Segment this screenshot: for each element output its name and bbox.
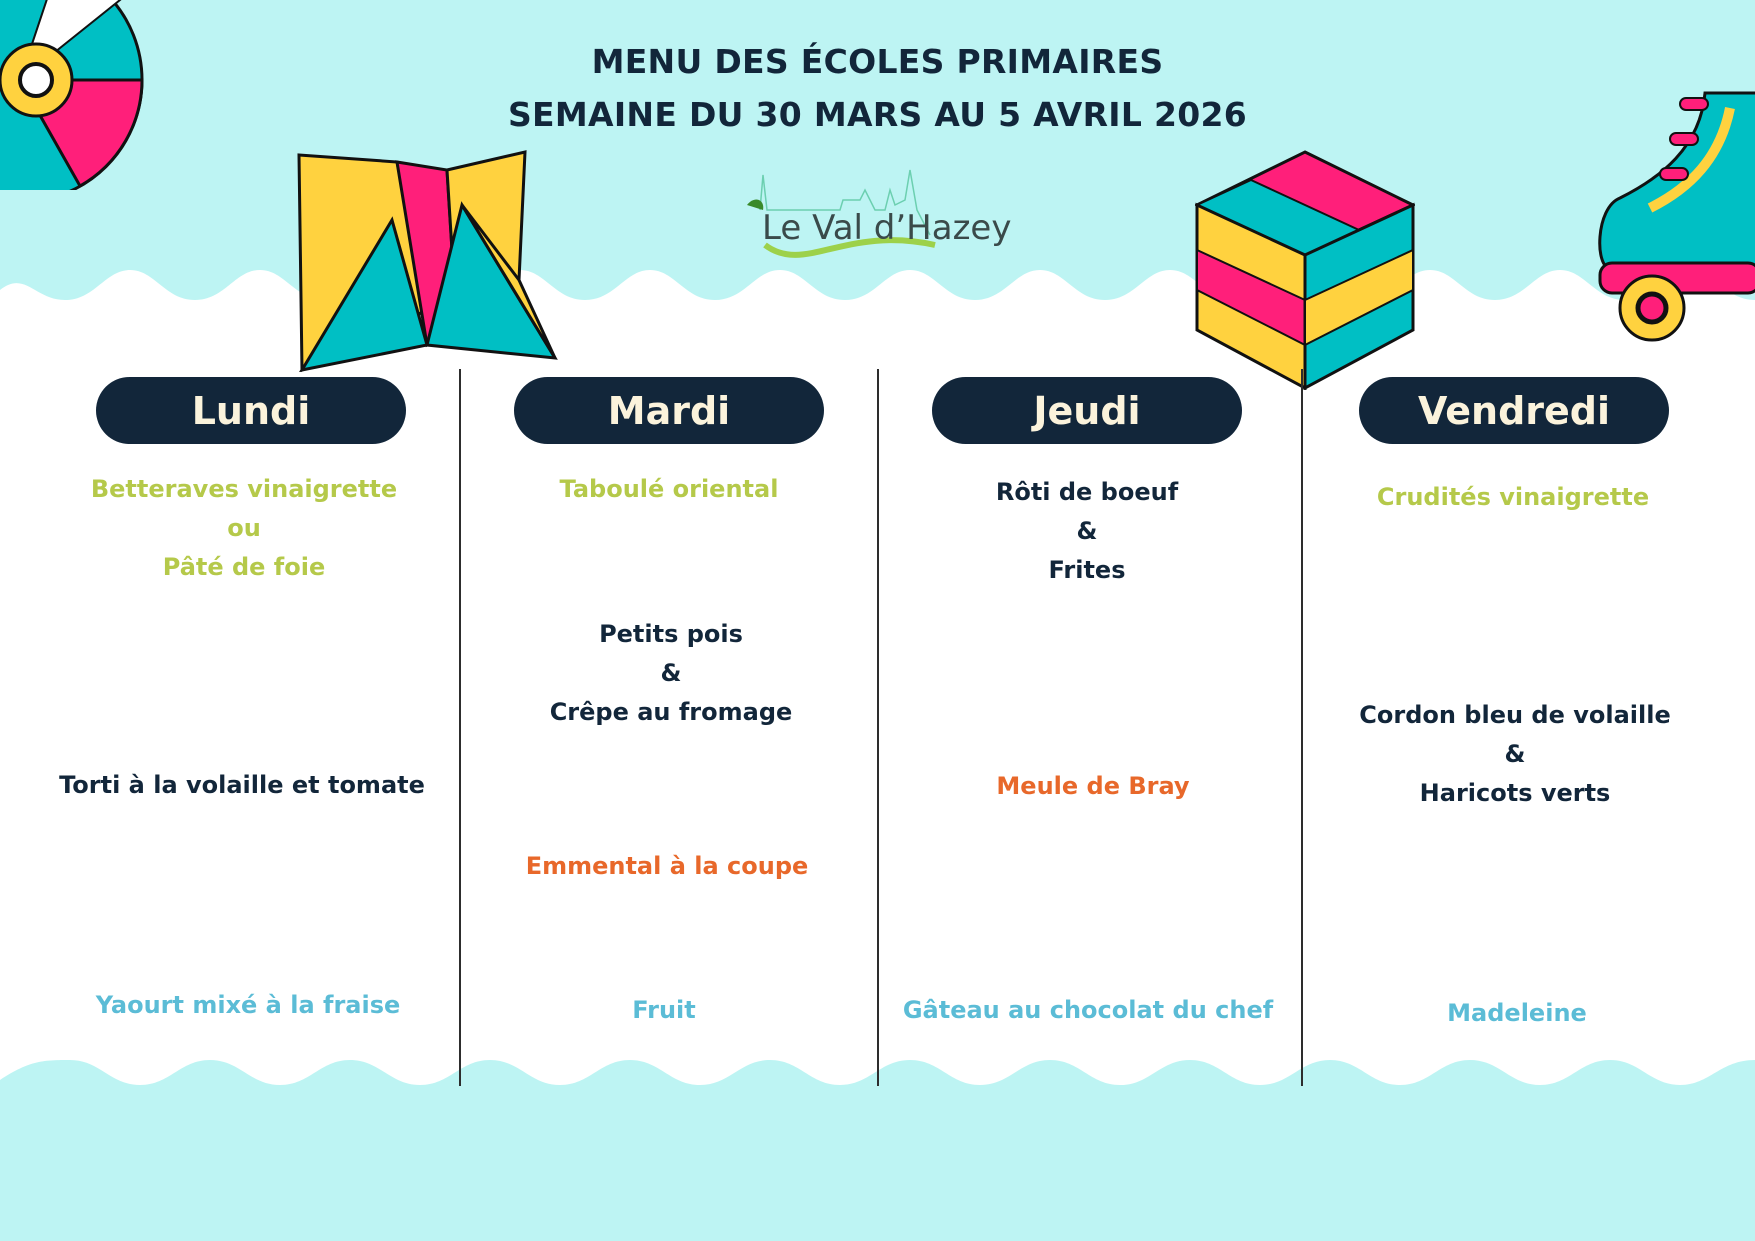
dessert-vendredi: Madeleine	[1447, 999, 1587, 1027]
menu-line: &	[1504, 740, 1526, 768]
column-divider	[877, 369, 879, 1086]
day-header-vendredi: Vendredi	[1359, 377, 1669, 444]
starter-mardi: Taboulé oriental	[559, 475, 779, 503]
main-lundi: Torti à la volaille et tomate	[59, 771, 425, 799]
main-mardi: Petits pois & Crêpe au fromage	[471, 615, 871, 732]
menu-line: Cordon bleu de volaille	[1359, 701, 1671, 729]
menu-line: &	[1076, 517, 1098, 545]
rubiks-cube-icon	[1195, 150, 1415, 390]
main-vendredi: Cordon bleu de volaille & Haricots verts	[1315, 696, 1715, 813]
starter-vendredi: Crudités vinaigrette	[1376, 483, 1650, 511]
menu-title: MENU DES ÉCOLES PRIMAIRES	[591, 42, 1164, 81]
week-subtitle: SEMAINE DU 30 MARS AU 5 AVRIL 2026	[507, 95, 1248, 134]
main-jeudi: Rôti de boeuf & Frites	[887, 473, 1287, 590]
roller-skate-icon	[1598, 91, 1755, 342]
menu-line: Haricots verts	[1419, 779, 1611, 807]
menu-line: Rôti de boeuf	[995, 478, 1179, 506]
menu-line: Crêpe au fromage	[549, 698, 793, 726]
day-header-mardi: Mardi	[514, 377, 824, 444]
day-header-jeudi: Jeudi	[932, 377, 1242, 444]
dessert-jeudi: Gâteau au chocolat du chef	[902, 996, 1274, 1024]
bottom-wave-background	[0, 1060, 1755, 1241]
menu-line: Pâté de foie	[162, 553, 326, 581]
dessert-mardi: Fruit	[632, 996, 696, 1024]
menu-line: &	[660, 659, 682, 687]
cheese-mardi: Emmental à la coupe	[525, 852, 809, 880]
logo-text: Le Val d’Hazey	[762, 208, 1012, 248]
menu-line: Betteraves vinaigrette	[90, 475, 398, 503]
column-divider	[459, 369, 461, 1086]
starter-lundi: Betteraves vinaigrette ou Pâté de foie	[44, 470, 444, 587]
vinyl-record-icon	[0, 0, 144, 190]
paper-fortune-teller-icon	[297, 150, 558, 372]
menu-line: Petits pois	[599, 620, 743, 648]
town-logo	[747, 169, 936, 258]
dessert-lundi: Yaourt mixé à la fraise	[95, 991, 401, 1019]
column-divider	[1301, 369, 1303, 1086]
cheese-jeudi: Meule de Bray	[996, 772, 1190, 800]
day-header-lundi: Lundi	[96, 377, 406, 444]
menu-line: Frites	[1048, 556, 1126, 584]
menu-line: ou	[227, 514, 261, 542]
